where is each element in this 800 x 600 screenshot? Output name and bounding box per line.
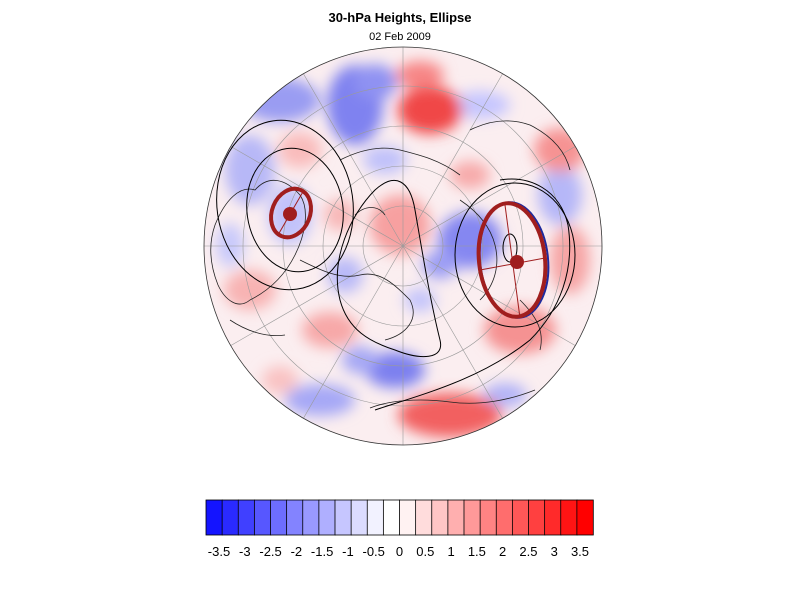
colorbar-tick-label: 0.5 [416, 544, 434, 559]
graticule [204, 47, 602, 445]
map-subtitle: 02 Feb 2009 [369, 31, 431, 43]
colorbar-segment [350, 499, 368, 536]
colorbar [205, 499, 594, 536]
colorbar-segment [205, 499, 223, 536]
colorbar-tick-label: 2 [499, 544, 506, 559]
colorbar-tick-label: -1.5 [311, 544, 333, 559]
colorbar-segment [253, 499, 272, 536]
colorbar-segment [382, 499, 401, 536]
colorbar-tick-label: 1 [447, 544, 454, 559]
colorbar-tick-label: -1 [342, 544, 354, 559]
colorbar-segment [495, 499, 514, 536]
colorbar-segment [479, 499, 497, 536]
colorbar-segment [366, 499, 385, 536]
colorbar-segment [528, 499, 546, 536]
colorbar-tick-label: 0 [396, 544, 403, 559]
globe-outline [203, 46, 603, 446]
colorbar-tick-label: -3 [239, 544, 251, 559]
colorbar-tick-label: 1.5 [468, 544, 486, 559]
vortex-ellipse-west [269, 186, 313, 240]
vortex-center-west [283, 207, 297, 221]
colorbar-segment [447, 499, 465, 536]
colorbar-segment [221, 499, 239, 536]
colorbar-tick-label: 3.5 [571, 544, 589, 559]
colorbar-segment [302, 499, 320, 536]
colorbar-tick-label: 3 [551, 544, 558, 559]
colorbar-segment [415, 499, 433, 536]
colorbar-segment [463, 499, 481, 536]
colorbar-segment [399, 499, 417, 536]
colorbar-tick-label: 2.5 [519, 544, 537, 559]
anomaly-field [216, 61, 590, 437]
colorbar-segment [544, 499, 562, 536]
colorbar-labels: -3.5 -3 -2.5 -2 -1.5 -1 -0.5 0 0.5 1 1.5 2 2.5 3 3.5 [208, 544, 589, 559]
colorbar-tick-label: -3.5 [208, 544, 230, 559]
colorbar-tick-label: -0.5 [363, 544, 385, 559]
colorbar-segment [334, 499, 352, 536]
colorbar-segment [560, 499, 578, 536]
colorbar-segment [237, 499, 256, 536]
polar-map [204, 47, 602, 445]
colorbar-segment [318, 499, 336, 536]
colorbar-tick-label: -2.5 [259, 544, 281, 559]
vortex-center-east [510, 255, 524, 269]
colorbar-segment [270, 499, 288, 536]
colorbar-segment [576, 499, 594, 536]
vortex-ellipse-east [476, 201, 550, 319]
height-contours [216, 119, 576, 411]
colorbar-segment [286, 499, 304, 536]
colorbar-tick-label: -2 [291, 544, 303, 559]
colorbar-segment [431, 499, 449, 536]
map-title: 30-hPa Heights, Ellipse [328, 10, 471, 25]
colorbar-segment [511, 499, 530, 536]
